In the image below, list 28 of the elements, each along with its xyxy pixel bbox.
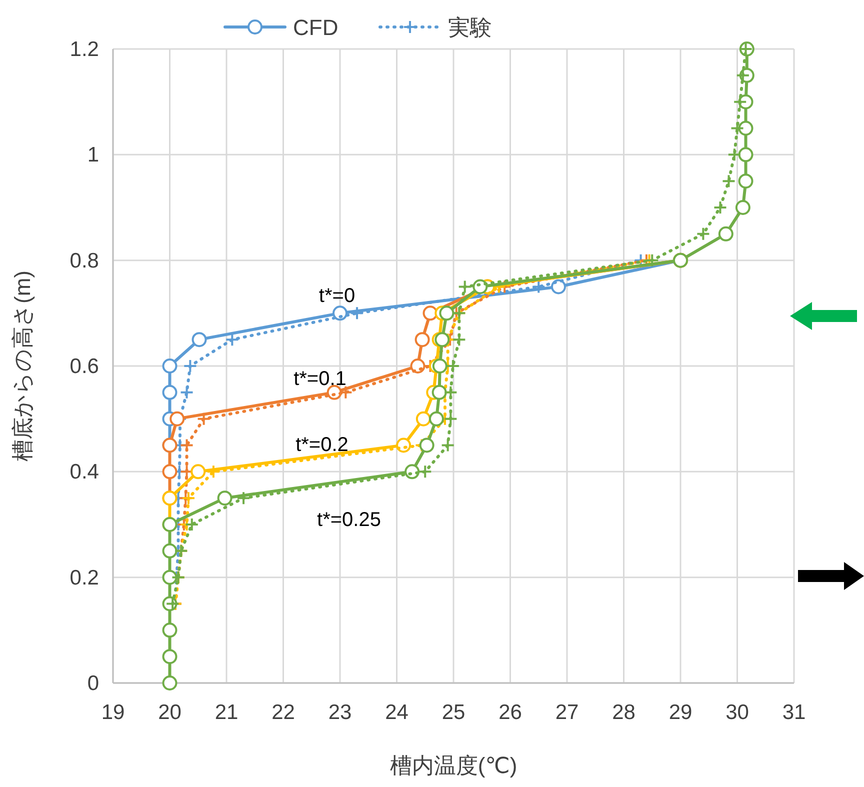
y-tick-label: 0.8 [70,249,99,272]
y-axis-title: 槽底からの高さ(m) [10,270,35,462]
x-tick-label: 21 [214,701,238,724]
annotation: t*=0.2 [296,434,348,456]
x-tick-label: 22 [272,701,295,724]
x-tick-label: 29 [668,701,692,724]
x-tick-label: 19 [101,701,125,724]
y-tick-label: 0 [87,672,99,695]
x-tick-label: 24 [385,701,409,724]
x-tick-label: 31 [782,701,806,724]
x-tick-label: 28 [612,701,636,724]
legend-label: 実験 [448,15,492,40]
y-tick-label: 0.2 [70,566,99,590]
x-tick-label: 26 [498,701,522,724]
annotation: t*=0 [318,285,356,307]
y-tick-label: 0.4 [70,460,100,484]
x-axis-title: 槽内温度(℃) [390,753,518,778]
x-tick-label: 30 [726,701,749,724]
y-tick-label: 1.2 [70,38,99,61]
x-tick-label: 20 [158,701,182,724]
y-tick-label: 1 [87,144,99,167]
x-tick-label: 23 [328,701,352,724]
annotation: t*=0.25 [317,509,381,531]
x-tick-label: 27 [555,701,579,724]
annotation: t*=0.1 [294,368,346,390]
y-tick-label: 0.6 [70,355,99,378]
x-tick-label: 25 [442,701,466,724]
legend-label: CFD [293,15,338,40]
